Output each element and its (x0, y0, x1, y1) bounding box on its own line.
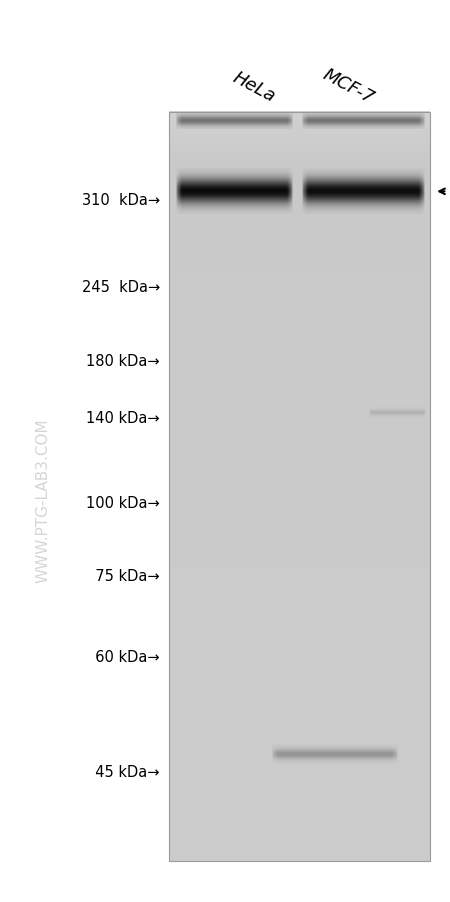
Text: 180 kDa→: 180 kDa→ (86, 354, 160, 368)
Text: MCF-7: MCF-7 (320, 66, 377, 107)
Text: 310  kDa→: 310 kDa→ (81, 193, 160, 207)
Text: 75 kDa→: 75 kDa→ (86, 568, 160, 583)
Text: 60 kDa→: 60 kDa→ (86, 649, 160, 664)
Bar (169, 113, 430, 861)
Text: 45 kDa→: 45 kDa→ (86, 765, 160, 779)
Text: HeLa: HeLa (230, 69, 279, 106)
Text: WWW.PTG-LAB3.COM: WWW.PTG-LAB3.COM (35, 419, 50, 583)
Text: 140 kDa→: 140 kDa→ (86, 410, 160, 425)
Text: 100 kDa→: 100 kDa→ (86, 496, 160, 511)
Text: 245  kDa→: 245 kDa→ (81, 280, 160, 294)
